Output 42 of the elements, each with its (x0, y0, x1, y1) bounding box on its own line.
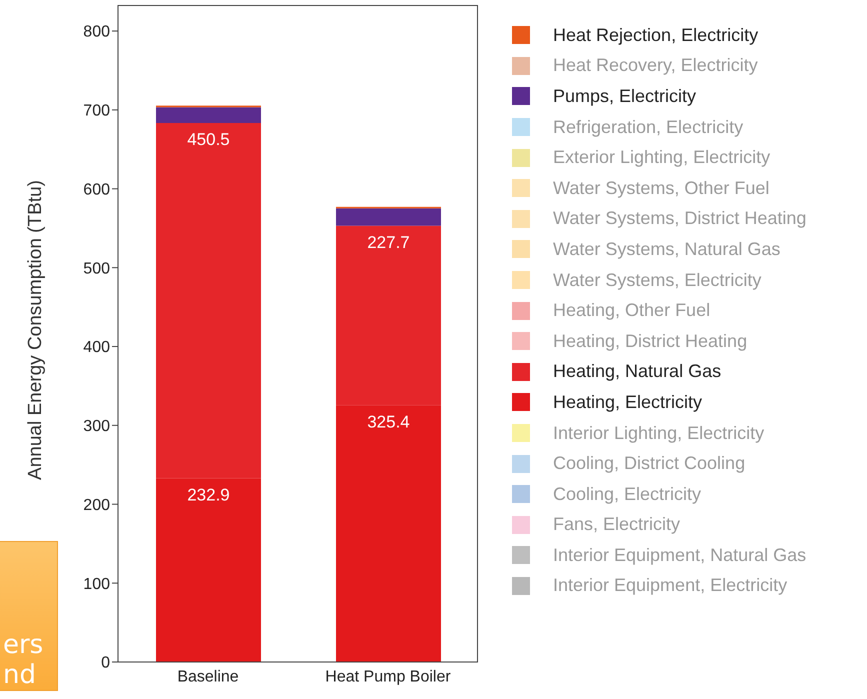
legend-label: Water Systems, Other Fuel (553, 178, 770, 199)
y-tick-label: 300 (83, 418, 110, 436)
data-label: 232.9 (187, 485, 230, 504)
legend-label: Water Systems, District Heating (553, 208, 806, 230)
legend-label: Cooling, Electricity (553, 484, 702, 505)
legend-label: Refrigeration, Electricity (553, 116, 744, 138)
data-label: 450.5 (187, 130, 230, 149)
y-tick-label: 100 (83, 576, 110, 593)
x-tick-label: Heat Pump Boiler (325, 668, 452, 686)
legend-label: Water Systems, Natural Gas (553, 238, 780, 260)
y-tick-label: 500 (83, 260, 110, 278)
legend-label: Cooling, District Cooling (553, 453, 746, 474)
bar (336, 405, 441, 662)
y-tick-label: 400 (83, 339, 110, 356)
legend-label: Pumps, Electricity (553, 86, 696, 107)
y-tick-label: 600 (83, 181, 110, 198)
legend-label: Heating, Natural Gas (553, 361, 722, 382)
bar (156, 122, 261, 478)
legend-label: Water Systems, Electricity (553, 270, 762, 291)
legend-label: Fans, Electricity (553, 514, 680, 536)
y-axis-title: Annual Energy Consumption (TBtu) (25, 180, 47, 480)
bar (336, 208, 441, 226)
x-tick-label: Baseline (177, 668, 239, 686)
y-tick-label: 700 (83, 102, 110, 120)
y-tick-label: 800 (83, 24, 110, 41)
legend-label: Heat Rejection, Electricity (553, 24, 758, 46)
legend-label: Heat Recovery, Electricity (553, 55, 758, 76)
legend-label: Exterior Lighting, Electricity (553, 147, 770, 168)
legend-label: Heating, District Heating (553, 330, 748, 352)
bar (156, 478, 261, 662)
note-box: ers nd (0, 541, 58, 691)
y-tick-label: 200 (83, 496, 110, 514)
data-label: 227.7 (367, 232, 410, 252)
legend-label: Heating, Other Fuel (553, 300, 710, 322)
legend-label: Interior Lighting, Electricity (553, 422, 764, 444)
data-label: 325.4 (367, 412, 410, 432)
y-tick-label: 0 (101, 654, 110, 672)
legend-label: Interior Equipment, Natural Gas (553, 544, 806, 566)
legend-label: Interior Equipment, Electricity (553, 575, 788, 596)
legend-label: Heating, Electricity (553, 392, 702, 413)
bar (156, 107, 261, 123)
bar (336, 226, 441, 406)
